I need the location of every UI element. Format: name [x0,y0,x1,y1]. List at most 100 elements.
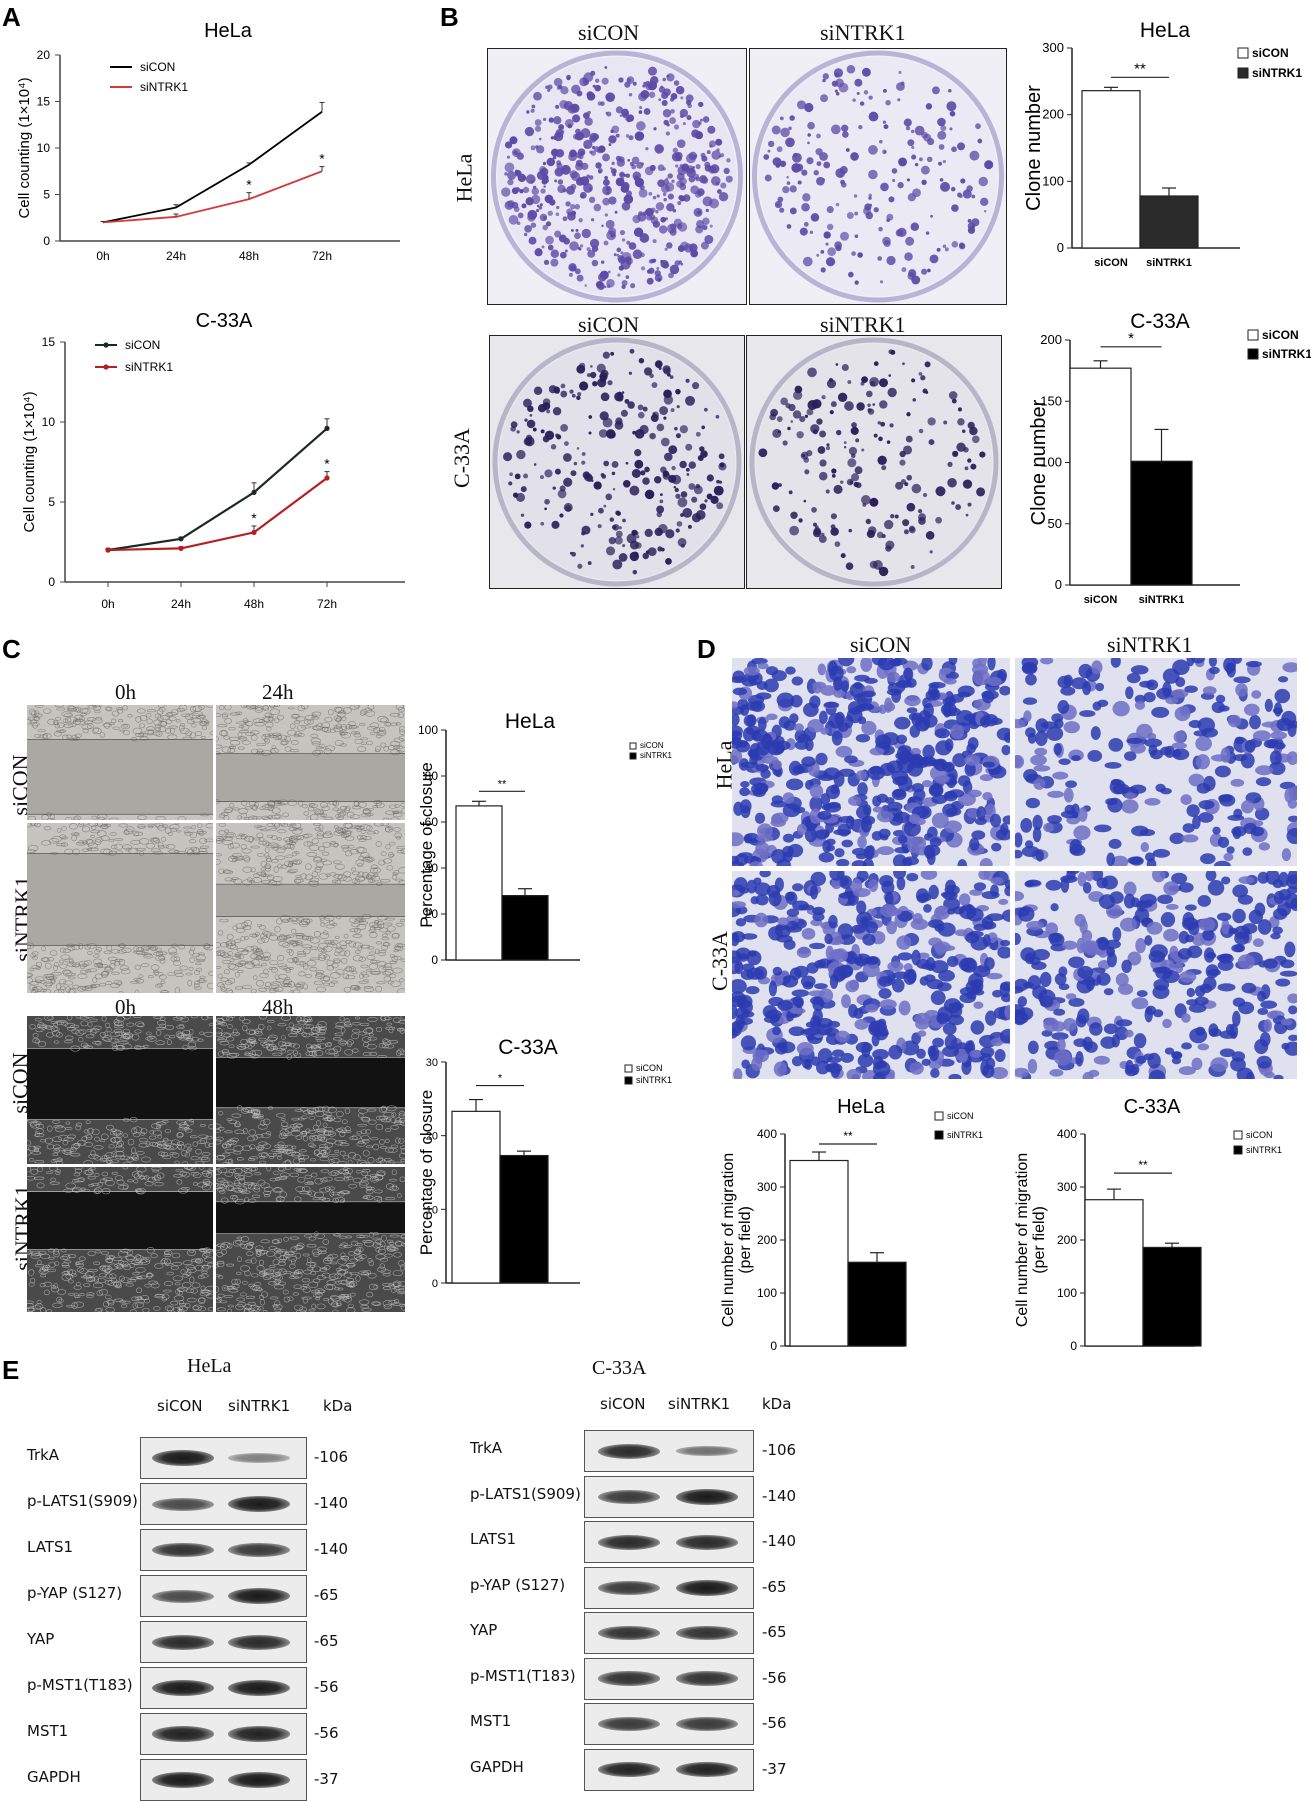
colony [677,521,683,527]
colony [608,270,611,273]
legend-label: siCON [140,60,175,74]
colony [772,429,781,438]
legend-label: siNTRK1 [640,751,673,760]
colony [642,477,649,484]
legend-swatch [630,753,636,759]
migrated-cell [1256,777,1271,786]
y-tick-label: 5 [48,495,55,509]
colony [626,241,630,245]
colony [884,520,893,529]
colony [680,109,688,117]
legend-swatch [1248,349,1258,359]
colony [570,470,576,476]
colony [906,475,912,481]
colony [658,98,661,101]
colony [527,213,535,221]
significance-marker: * [498,1073,503,1085]
colony [581,544,584,547]
colony [544,499,550,505]
colony [668,445,677,454]
colony [841,182,847,188]
colony [940,178,944,182]
migrated-cell [975,818,987,826]
colony [897,98,900,101]
colony [606,230,616,240]
colony [598,145,605,152]
bar-sicon [1082,91,1140,248]
colony [576,396,580,400]
colony [580,194,585,199]
colony [589,187,592,190]
migrated-cell [832,730,843,745]
colony [620,114,623,117]
colony [603,179,610,186]
migrated-cell [893,777,907,786]
migrated-cell [895,680,912,688]
colony [535,248,543,256]
colony [688,525,692,529]
colony [935,486,945,496]
migrated-cell [844,755,858,763]
colony [592,260,599,267]
colony [888,374,891,377]
d-row-label-c33a: C-33A [707,931,733,991]
colony [701,426,705,430]
migrated-cell [1073,825,1090,840]
colony [877,532,884,539]
colony [952,451,958,457]
colony [634,449,641,456]
x-category-label: siCON [1094,257,1128,269]
colony [862,68,871,77]
colony [919,429,924,434]
colony [710,496,718,504]
migrated-cell [1144,692,1156,702]
colony [720,462,725,467]
colony [835,79,844,88]
colony [533,428,537,432]
colony [805,415,808,418]
bar-sicon [456,806,502,960]
colony [579,248,582,251]
colony [661,92,668,99]
colony [629,486,639,496]
migrated-cell [945,738,954,751]
colony [630,349,635,354]
d-col-label-sintrk1: siNTRK1 [1107,632,1193,658]
colony [787,224,792,229]
x-category-label: siNTRK1 [1146,257,1192,269]
colony [966,185,973,192]
colony [656,267,659,270]
colony [802,193,810,201]
migrated-cell [930,837,942,847]
colony [670,229,677,236]
colony [804,103,813,112]
migrated-cell [935,728,951,738]
colony [655,528,663,536]
colony [815,148,822,155]
colony [550,259,558,267]
colony [907,503,916,512]
wound-image-hela-sintrk1-0h [27,823,213,993]
legend-label: siNTRK1 [140,80,188,94]
colony [906,126,910,130]
colony [831,524,836,529]
colony [613,488,615,490]
colony [704,408,708,412]
colony [540,522,544,526]
migrated-cell [987,677,1002,686]
colony [669,117,676,124]
colony [887,440,891,444]
colony [676,86,685,95]
colony [555,105,559,109]
colony [645,210,648,213]
colony [921,180,926,185]
colony [616,511,621,516]
colony [574,204,580,210]
colony [674,124,679,129]
wound-image-c33a-sicon-0h [27,1016,213,1164]
colony [665,248,668,251]
colony [591,218,594,221]
colony [543,436,550,443]
wound-gap [216,753,405,801]
